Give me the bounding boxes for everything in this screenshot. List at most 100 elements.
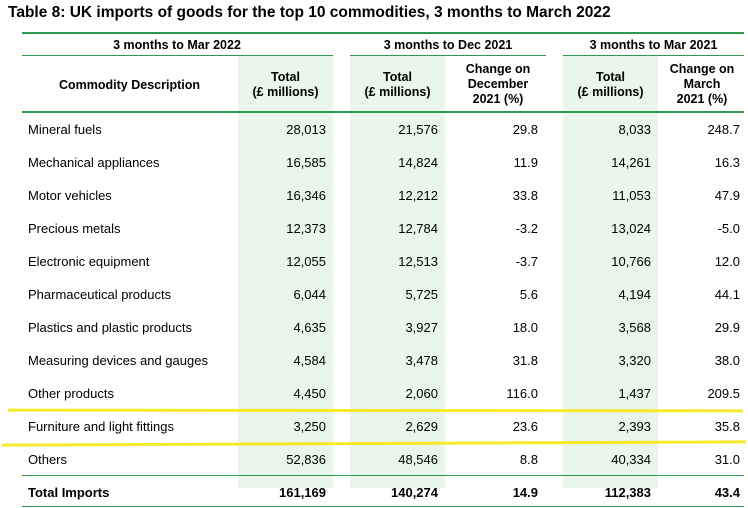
- table-cell-desc: Other products: [28, 386, 114, 401]
- header-total-mar-2021-line1: Total: [596, 70, 625, 84]
- table-cell-t2: 2,060: [405, 386, 438, 401]
- table-cell-c3: 47.9: [714, 188, 740, 203]
- highlight-line-top: [7, 408, 744, 413]
- header-total-mar-2022: Total (£ millions): [238, 70, 333, 100]
- header-change-on-december: Change on December 2021 (%): [450, 62, 546, 107]
- table-cell-c2: 8.8: [519, 452, 538, 467]
- table-cell-t1: 16,346: [286, 188, 326, 203]
- shaded-column-total-mar-2021: [563, 55, 658, 488]
- group-underline-2: [350, 55, 546, 56]
- table-cell-t3: 3,568: [618, 320, 651, 335]
- table-cell-c3: 29.9: [714, 320, 740, 335]
- table-cell-t2: 14,824: [398, 155, 438, 170]
- table-cell-t1: 16,585: [286, 155, 326, 170]
- table-cell-desc: Mechanical appliances: [28, 155, 160, 170]
- table-cell-c2: 33.8: [512, 188, 538, 203]
- table-cell-t2: 12,513: [398, 254, 438, 269]
- table-cell-c2: 31.8: [512, 353, 538, 368]
- group-underline-1: [22, 55, 333, 56]
- table-cell-t1: 52,836: [286, 452, 326, 467]
- table-cell-c3: 38.0: [714, 353, 740, 368]
- table-cell-t3: 40,334: [611, 452, 651, 467]
- total-row-t1: 161,169: [279, 485, 326, 500]
- header-total-dec-2021: Total (£ millions): [350, 70, 445, 100]
- table-cell-c2: 23.6: [512, 419, 538, 434]
- table-cell-c3: 35.8: [714, 419, 740, 434]
- header-change-mar-line3: 2021 (%): [676, 92, 728, 106]
- table-cell-t2: 12,784: [398, 221, 438, 236]
- total-row-label: Total Imports: [28, 485, 110, 500]
- group-header-mar-2022: 3 months to Mar 2022: [113, 38, 241, 52]
- header-total-dec-2021-line2: (£ millions): [364, 85, 431, 99]
- table-cell-t3: 11,053: [612, 188, 651, 203]
- table-cell-t1: 4,635: [293, 320, 326, 335]
- header-total-mar-2022-line2: (£ millions): [252, 85, 319, 99]
- table-cell-c2: -3.7: [515, 254, 538, 269]
- table-cell-t2: 12,212: [398, 188, 438, 203]
- table-cell-c2: 18.0: [512, 320, 538, 335]
- table-cell-desc: Furniture and light fittings: [28, 419, 174, 434]
- shaded-column-total-mar-2022: [238, 55, 333, 488]
- table-cell-c2: -3.2: [515, 221, 538, 236]
- table-cell-desc: Others: [28, 452, 68, 467]
- header-total-mar-2021: Total (£ millions): [563, 70, 658, 100]
- table-cell-c3: -5.0: [717, 221, 740, 236]
- table-cell-c2: 116.0: [506, 386, 538, 401]
- table-cell-t2: 2,629: [405, 419, 438, 434]
- total-row-t2: 140,274: [391, 485, 438, 500]
- table-cell-c2: 5.6: [519, 287, 538, 302]
- table-cell-desc: Precious metals: [28, 221, 121, 236]
- table-cell-t3: 1,437: [618, 386, 651, 401]
- table-cell-t1: 12,373: [286, 221, 326, 236]
- header-total-mar-2021-line2: (£ millions): [577, 85, 644, 99]
- table-cell-desc: Mineral fuels: [28, 122, 102, 137]
- table-cell-t3: 2,393: [618, 419, 651, 434]
- table-cell-t3: 8,033: [618, 122, 651, 137]
- table-cell-t3: 14,261: [611, 155, 651, 170]
- group-underline-3: [563, 55, 744, 56]
- total-row-c2: 14.9: [512, 485, 538, 500]
- table-cell-t1: 4,584: [293, 353, 326, 368]
- header-total-dec-2021-line1: Total: [383, 70, 412, 84]
- header-change-dec-line2: December: [467, 77, 529, 91]
- table-cell-desc: Measuring devices and gauges: [28, 353, 208, 368]
- group-header-dec-2021: 3 months to Dec 2021: [383, 38, 513, 52]
- table-cell-t1: 4,450: [293, 386, 326, 401]
- total-row-t3: 112,383: [604, 485, 651, 500]
- table-cell-c2: 11.9: [513, 155, 538, 170]
- shaded-column-total-dec-2021: [350, 55, 445, 488]
- table-cell-t1: 6,044: [293, 287, 326, 302]
- header-change-mar-line2: March: [683, 77, 721, 91]
- table-title: Table 8: UK imports of goods for the top…: [8, 4, 611, 21]
- table-cell-t2: 21,576: [398, 122, 438, 137]
- total-row-c3: 43.4: [714, 485, 740, 500]
- table-cell-c3: 209.5: [707, 386, 740, 401]
- table-cell-c2: 29.8: [512, 122, 538, 137]
- header-commodity-description: Commodity Description: [59, 78, 200, 92]
- table-cell-c3: 31.0: [714, 452, 740, 467]
- header-change-dec-line1: Change on: [465, 62, 531, 76]
- table-cell-t2: 3,478: [405, 353, 438, 368]
- table-cell-c3: 248.7: [707, 122, 740, 137]
- table-cell-t1: 12,055: [286, 254, 326, 269]
- table-cell-t1: 3,250: [293, 419, 326, 434]
- header-change-dec-line3: 2021 (%): [472, 92, 524, 106]
- table-cell-t2: 5,725: [405, 287, 438, 302]
- table-cell-desc: Electronic equipment: [28, 254, 150, 269]
- table-cell-t3: 4,194: [618, 287, 651, 302]
- header-total-mar-2022-line1: Total: [271, 70, 300, 84]
- header-change-mar-line1: Change on: [669, 62, 735, 76]
- table-cell-t3: 3,320: [618, 353, 651, 368]
- table-cell-t1: 28,013: [286, 122, 326, 137]
- table-cell-c3: 12.0: [714, 254, 740, 269]
- table-cell-c3: 16.3: [714, 155, 740, 170]
- table-cell-desc: Pharmaceutical products: [28, 287, 172, 302]
- table-cell-desc: Motor vehicles: [28, 188, 112, 203]
- group-header-mar-2021: 3 months to Mar 2021: [589, 38, 718, 52]
- table-cell-c3: 44.1: [714, 287, 740, 302]
- top-rule: [22, 32, 744, 34]
- header-change-on-march: Change on March 2021 (%): [660, 62, 744, 107]
- table-cell-t2: 3,927: [405, 320, 438, 335]
- table-cell-t2: 48,546: [398, 452, 438, 467]
- bottom-rule: [22, 506, 744, 507]
